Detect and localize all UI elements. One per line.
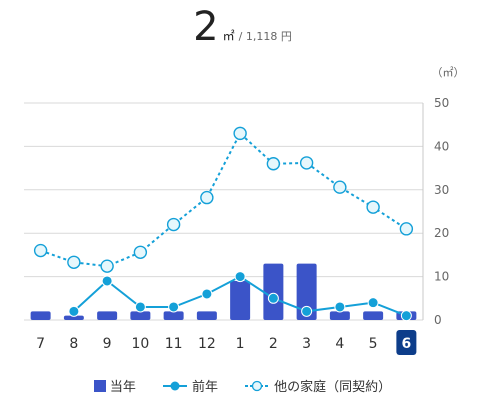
x-tick-label-7[interactable]: 7 [36,336,45,352]
point-prev-10 [134,301,146,313]
point-other-5 [366,200,380,214]
point-prev-5 [367,297,379,309]
x-tick-label-6[interactable]: 6 [402,336,412,352]
point-other-6 [399,222,414,236]
x-tick-label-12[interactable]: 12 [198,336,216,352]
point-prev-2 [267,292,279,304]
legend-item-current-year[interactable]: 当年 [93,376,136,395]
x-tick-label-4[interactable]: 4 [335,336,344,352]
y-tick-label: 40 [434,139,449,153]
x-tick-label-1[interactable]: 1 [236,336,245,352]
x-tick-label-5[interactable]: 5 [369,336,378,352]
point-other-12 [200,190,214,205]
point-prev-8 [68,305,80,317]
legend-item-previous-year[interactable]: 前年 [162,376,218,395]
bar-9 [97,311,118,320]
usage-value: 2 [193,4,219,50]
bar-8 [63,315,84,320]
usage-cost: / 1,118 円 [238,30,292,43]
bar-12 [196,311,217,320]
legend-bar-swatch [93,379,106,392]
point-prev-4 [334,301,346,313]
x-tick-label-2[interactable]: 2 [269,336,278,352]
legend-item-other-households[interactable]: 他の家庭（同契約） [244,376,391,395]
y-unit-label: （㎡） [432,66,465,79]
x-selected-highlight [396,330,417,355]
legend-label: 他の家庭（同契約） [274,380,392,395]
legend-dashed-swatch [245,380,270,391]
bar-10 [130,311,151,320]
point-other-9 [100,259,114,273]
point-prev-6 [400,310,412,322]
bar-1 [230,280,251,320]
point-other-1 [233,126,247,141]
bar-3 [296,263,317,320]
point-prev-9 [101,275,113,287]
point-prev-12 [201,288,213,300]
x-tick-label-10[interactable]: 10 [131,336,149,352]
point-other-11 [166,217,181,232]
bar-4 [329,311,350,320]
point-other-4 [333,180,347,194]
y-tick-label: 50 [434,96,449,110]
x-tick-label-11[interactable]: 11 [165,336,183,352]
legend-line-swatch [162,381,187,390]
bar-5 [363,311,384,320]
point-other-8 [67,255,81,269]
y-tick-label: 20 [434,226,449,240]
point-prev-1 [234,271,246,283]
chart-legend: 当年 前年 他の家庭（同契約） [0,376,485,395]
point-prev-11 [168,301,180,313]
y-tick-label: 30 [434,183,449,197]
y-tick-label: 0 [434,313,442,327]
point-other-3 [299,156,314,170]
series-line-other-households [40,131,407,268]
point-other-7 [33,243,48,258]
bar-2 [263,263,284,320]
bar-11 [163,311,184,320]
legend-label: 当年 [109,380,136,395]
point-other-10 [133,245,148,259]
x-tick-label-3[interactable]: 3 [302,336,311,352]
point-prev-3 [301,305,313,317]
point-other-2 [266,157,281,171]
legend-label: 前年 [191,380,218,395]
usage-summary: 2 ㎡/ 1,118 円 [0,4,485,50]
x-tick-label-9[interactable]: 9 [103,336,112,352]
y-tick-label: 10 [434,270,449,284]
x-tick-label-8[interactable]: 8 [69,336,78,352]
usage-unit: ㎡ [222,29,235,43]
bar-7 [30,311,51,320]
